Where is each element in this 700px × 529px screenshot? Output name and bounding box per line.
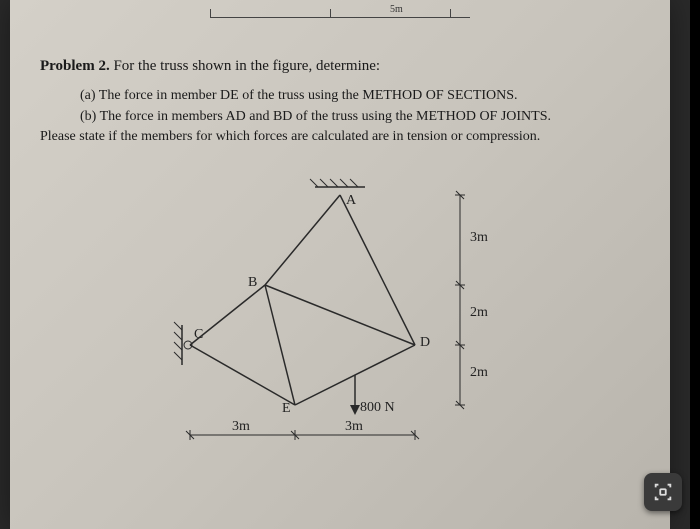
dim-r-2: 2m — [470, 305, 488, 321]
dim-b-2: 3m — [345, 419, 363, 435]
node-c-label: C — [194, 327, 203, 343]
paper-page: 5m Problem 2. For the truss shown in the… — [10, 0, 670, 529]
node-d-label: D — [420, 335, 430, 351]
load-label: 800 N — [360, 400, 395, 416]
truss-svg — [160, 175, 520, 455]
capture-icon[interactable] — [644, 473, 682, 511]
node-e-label: E — [282, 401, 291, 417]
dim-r-3: 2m — [470, 365, 488, 381]
problem-prompt: For the truss shown in the figure, deter… — [113, 58, 380, 74]
bracket-icon — [652, 481, 674, 503]
ruler-label: 5m — [390, 4, 403, 15]
problem-parts: (a) The force in member DE of the truss … — [80, 85, 640, 127]
truss-figure: A B C D E 800 N 3m 2m 2m 3m 3m — [160, 175, 520, 455]
problem-heading: Problem 2. For the truss shown in the fi… — [40, 58, 640, 75]
problem-note: Please state if the members for which fo… — [40, 129, 640, 145]
part-a: (a) The force in member DE of the truss … — [80, 85, 640, 106]
dim-b-1: 3m — [232, 419, 250, 435]
top-ruler: 5m — [210, 0, 470, 18]
node-b-label: B — [248, 275, 257, 291]
node-a-label: A — [346, 193, 356, 209]
part-b: (b) The force in members AD and BD of th… — [80, 106, 640, 127]
problem-number: Problem 2. — [40, 58, 110, 74]
screen-bezel — [690, 0, 700, 529]
dim-r-1: 3m — [470, 230, 488, 246]
